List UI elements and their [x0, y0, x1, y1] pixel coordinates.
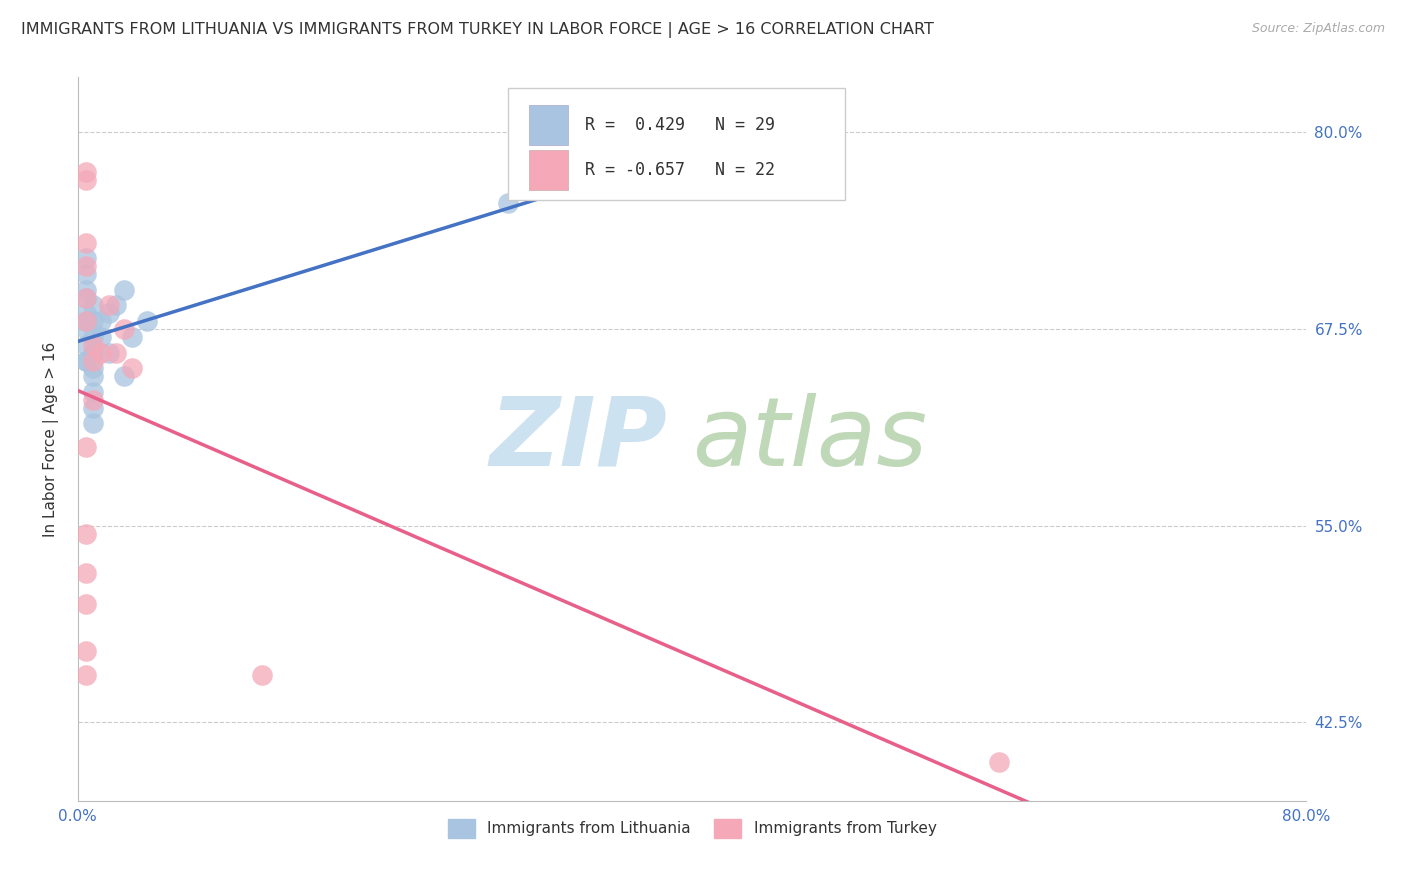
Point [75, 291, 97, 305]
Point [82, 361, 104, 376]
Point [75, 283, 97, 297]
Point [97, 345, 120, 359]
Point [97, 306, 120, 320]
Point [75, 306, 97, 320]
Y-axis label: In Labor Force | Age > 16: In Labor Force | Age > 16 [44, 342, 59, 537]
Text: ZIP: ZIP [489, 392, 668, 485]
Point [75, 338, 97, 352]
Point [90, 314, 112, 328]
Point [75, 353, 97, 368]
Point [112, 322, 135, 336]
Point [75, 259, 97, 273]
Point [82, 314, 104, 328]
Point [75, 526, 97, 541]
Point [82, 330, 104, 344]
Point [75, 165, 97, 179]
Point [75, 314, 97, 328]
Point [988, 755, 1011, 769]
Point [75, 314, 97, 328]
Point [82, 417, 104, 431]
Point [75, 322, 97, 336]
Point [75, 644, 97, 658]
Legend: Immigrants from Lithuania, Immigrants from Turkey: Immigrants from Lithuania, Immigrants fr… [441, 813, 942, 844]
Point [121, 330, 143, 344]
Point [105, 298, 128, 312]
Point [82, 353, 104, 368]
Point [82, 345, 104, 359]
Point [112, 369, 135, 384]
Point [136, 314, 159, 328]
Point [97, 298, 120, 312]
Point [82, 298, 104, 312]
Point [75, 597, 97, 611]
Point [121, 361, 143, 376]
Point [90, 345, 112, 359]
Point [82, 369, 104, 384]
Text: R =  0.429   N = 29: R = 0.429 N = 29 [585, 116, 775, 134]
Text: IMMIGRANTS FROM LITHUANIA VS IMMIGRANTS FROM TURKEY IN LABOR FORCE | AGE > 16 CO: IMMIGRANTS FROM LITHUANIA VS IMMIGRANTS … [21, 22, 934, 38]
Point [75, 291, 97, 305]
Point [75, 668, 97, 682]
Point [82, 392, 104, 407]
Text: Source: ZipAtlas.com: Source: ZipAtlas.com [1251, 22, 1385, 36]
Point [90, 330, 112, 344]
Point [75, 252, 97, 266]
Point [250, 668, 273, 682]
Point [75, 353, 97, 368]
Text: atlas: atlas [692, 392, 927, 485]
Point [82, 401, 104, 415]
Point [75, 267, 97, 281]
Text: R = -0.657   N = 22: R = -0.657 N = 22 [585, 161, 775, 179]
Point [75, 172, 97, 186]
Point [112, 283, 135, 297]
FancyBboxPatch shape [508, 88, 845, 201]
FancyBboxPatch shape [529, 105, 568, 145]
Point [496, 196, 519, 211]
FancyBboxPatch shape [529, 150, 568, 190]
Point [75, 566, 97, 580]
Point [82, 338, 104, 352]
Point [82, 384, 104, 399]
Point [75, 440, 97, 454]
Point [105, 345, 128, 359]
Point [75, 235, 97, 250]
